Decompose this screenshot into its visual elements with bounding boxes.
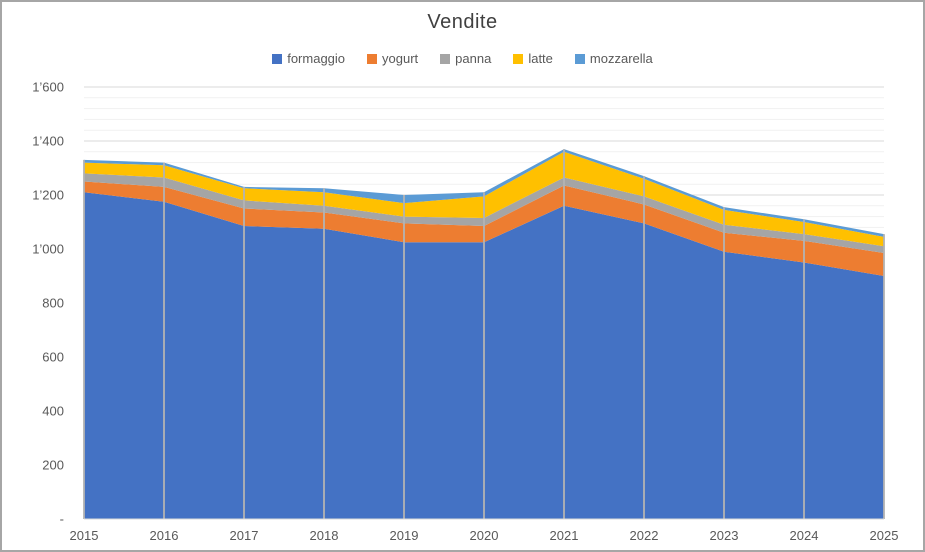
legend-label-panna: panna	[455, 51, 492, 66]
legend-label-latte: latte	[528, 51, 553, 66]
y-axis-tick-label: 200	[42, 458, 64, 473]
legend-swatch-latte	[513, 53, 524, 64]
legend-swatch-yogurt	[367, 53, 378, 64]
y-axis-tick-label: 800	[42, 296, 64, 311]
y-axis-tick-label: 1’200	[32, 188, 64, 203]
x-axis-tick-label: 2016	[150, 528, 179, 543]
legend-item-mozzarella[interactable]: mozzarella	[574, 51, 653, 66]
legend-swatch-mozzarella	[574, 53, 585, 64]
x-axis-tick-label: 2021	[550, 528, 579, 543]
legend-item-yogurt[interactable]: yogurt	[367, 51, 418, 66]
chart-legend: formaggio yogurt panna latte mozzarella	[2, 51, 923, 66]
x-axis-tick-label: 2015	[70, 528, 99, 543]
x-axis-tick-label: 2025	[870, 528, 899, 543]
y-axis-tick-label: 1’600	[32, 80, 64, 95]
x-axis-tick-label: 2022	[630, 528, 659, 543]
legend-item-latte[interactable]: latte	[513, 51, 553, 66]
legend-item-panna[interactable]: panna	[440, 51, 491, 66]
legend-item-formaggio[interactable]: formaggio	[272, 51, 345, 66]
x-axis-tick-label: 2023	[710, 528, 739, 543]
legend-label-mozzarella: mozzarella	[589, 51, 653, 66]
x-axis-tick-label: 2020	[470, 528, 499, 543]
legend-swatch-panna	[440, 53, 451, 64]
x-axis-tick-label: 2017	[230, 528, 259, 543]
legend-label-yogurt: yogurt	[382, 51, 419, 66]
y-axis-tick-label: 1’400	[32, 134, 64, 149]
x-axis-tick-label: 2024	[790, 528, 819, 543]
legend-swatch-formaggio	[272, 53, 283, 64]
y-axis-tick-label: -	[60, 512, 64, 527]
y-axis-tick-label: 600	[42, 350, 64, 365]
x-axis-tick-label: 2018	[310, 528, 339, 543]
y-axis-tick-label: 400	[42, 404, 64, 419]
x-axis-tick-label: 2019	[390, 528, 419, 543]
chart-title: Vendite	[427, 11, 498, 33]
legend-label-formaggio: formaggio	[287, 51, 346, 66]
y-axis-tick-label: 1’000	[32, 242, 64, 257]
